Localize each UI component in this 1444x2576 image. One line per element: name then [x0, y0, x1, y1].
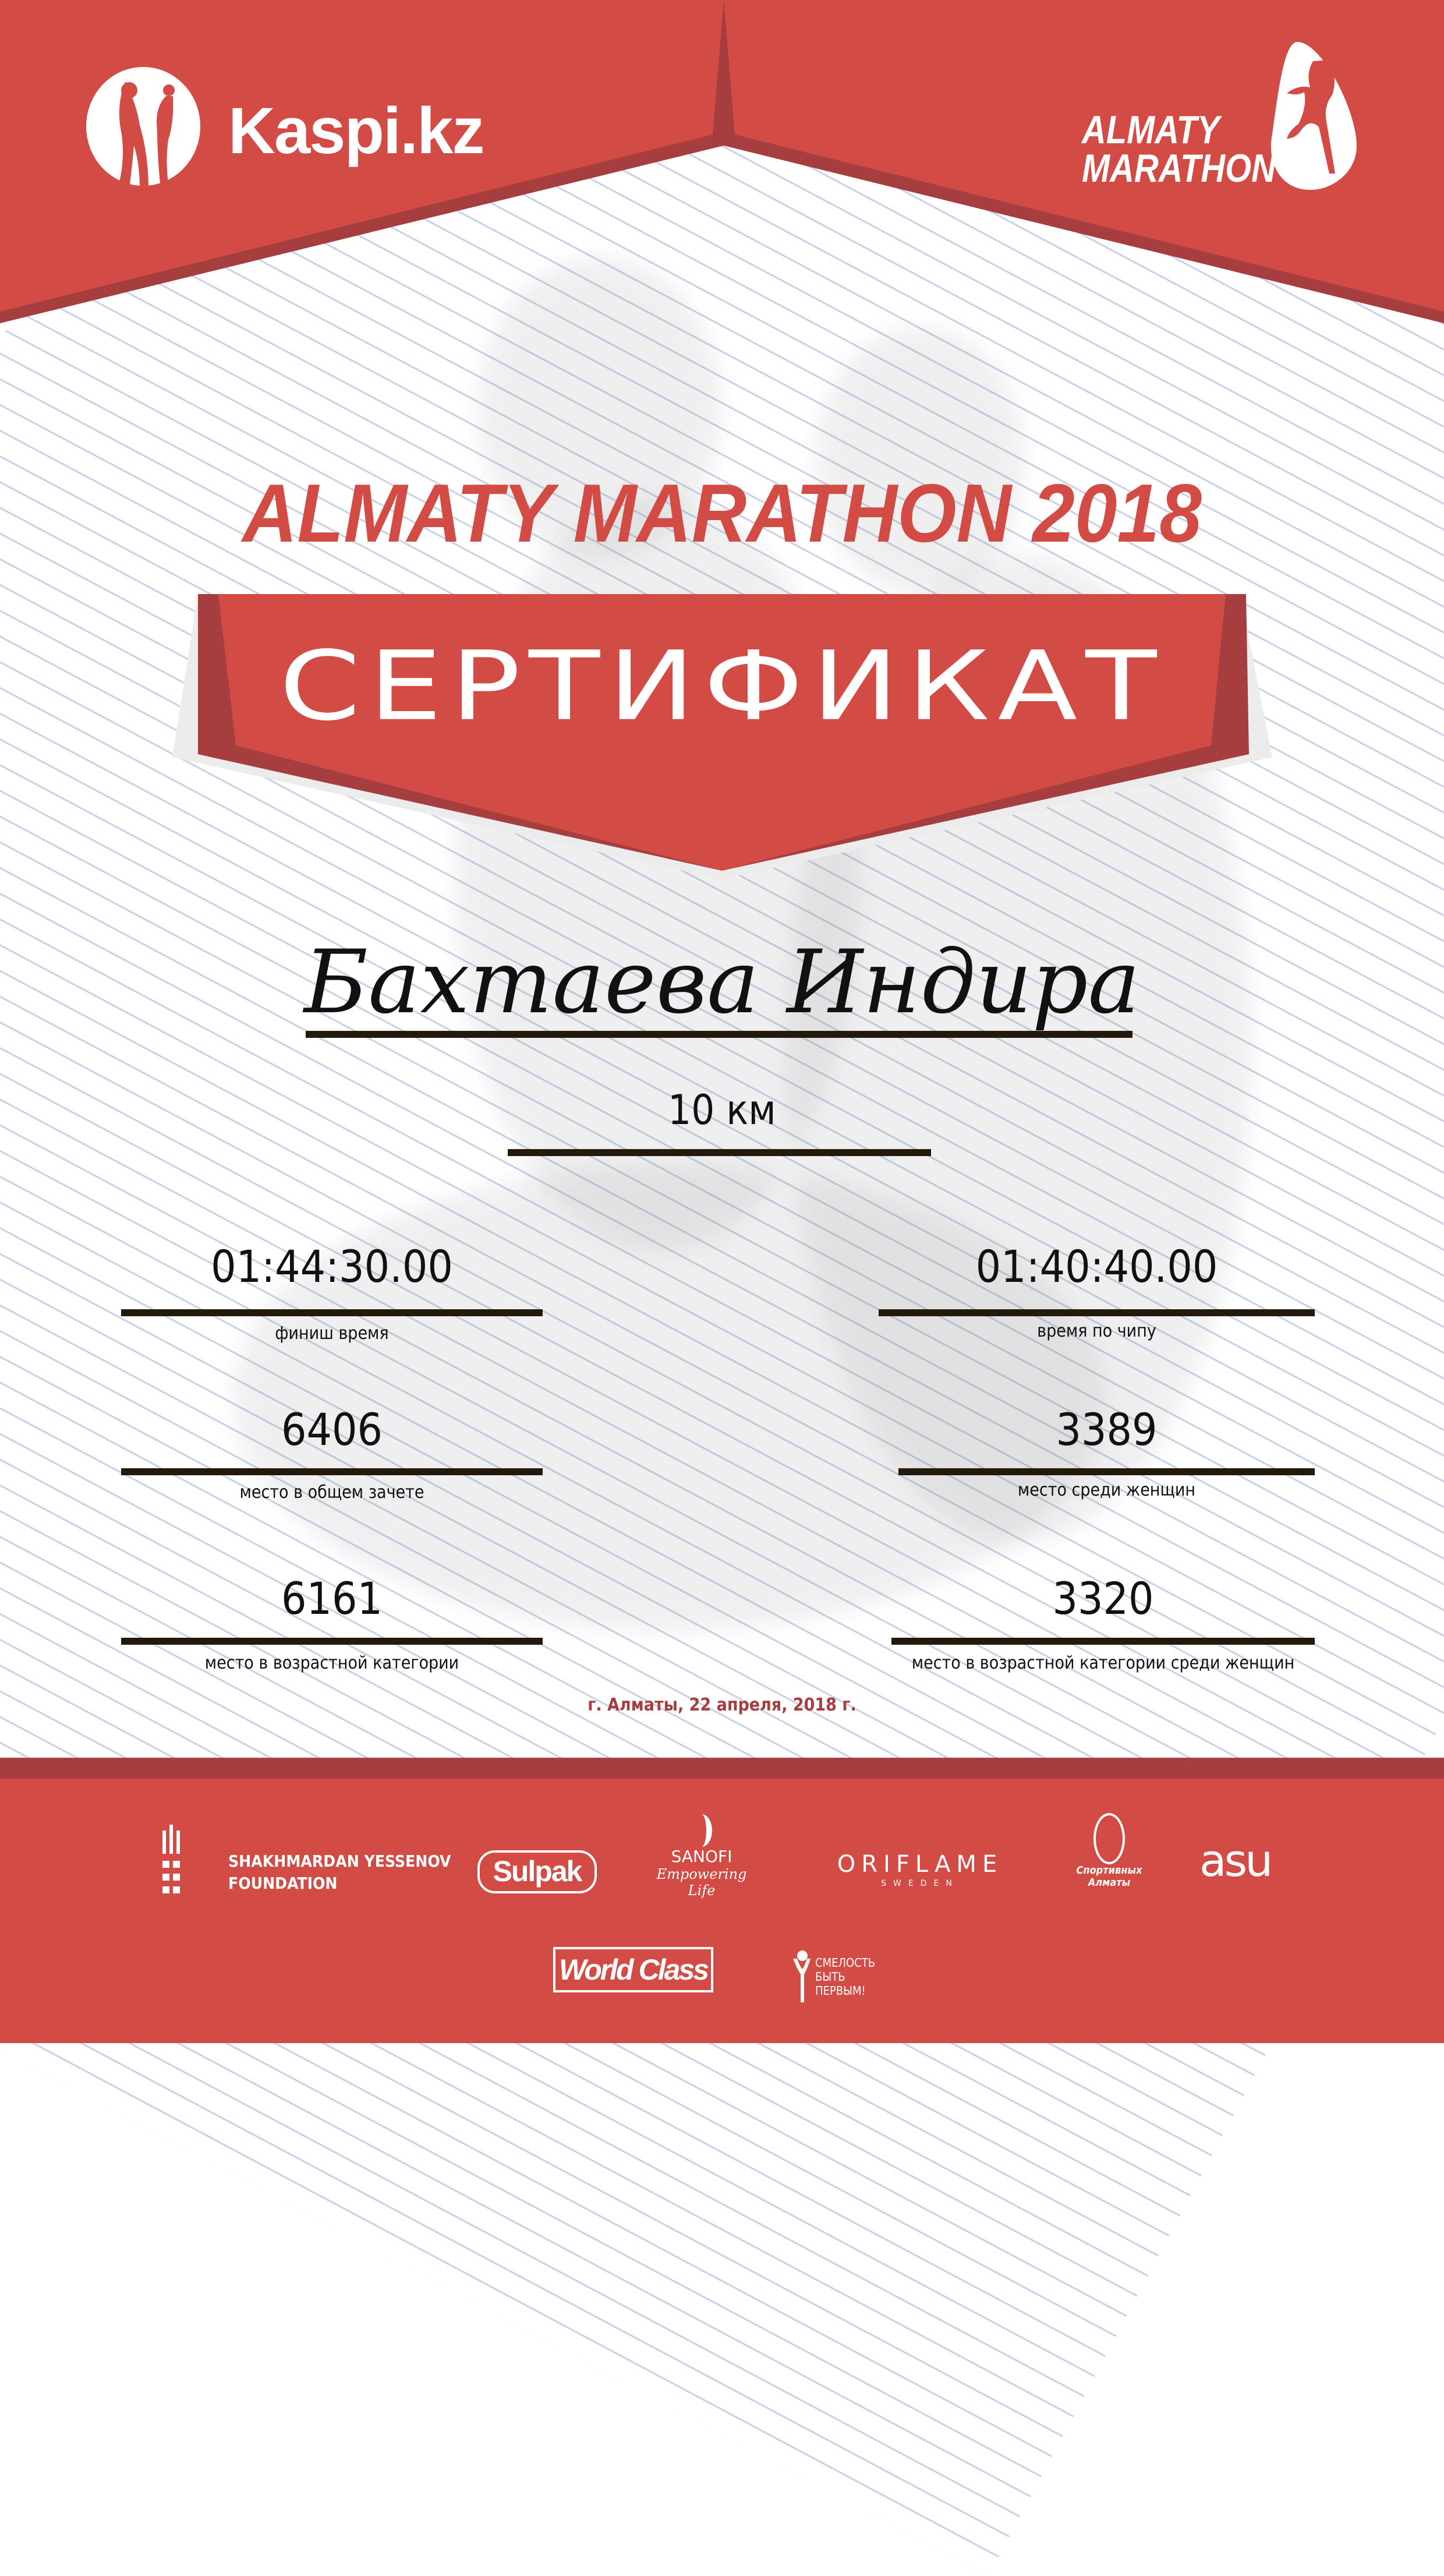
oriflame-sub: SWEDEN	[881, 1879, 959, 1888]
date-line: г. Алматы, 22 апреля, 2018 г.	[587, 1695, 857, 1715]
age-category-women-place-underline	[891, 1638, 1315, 1645]
runner-icon	[1270, 42, 1357, 190]
sport-almaty-logo: Спортивных Алматы	[1066, 1813, 1153, 1895]
runner-photo-legs	[233, 1165, 1106, 1631]
kaspi-logo-text: Kaspi.kz	[228, 94, 484, 167]
distance-underline	[508, 1149, 931, 1156]
smelost-line1: СМЕЛОСТЬ	[815, 1956, 876, 1970]
age-category-place-value: 6161	[281, 1573, 383, 1624]
overall-place-underline	[121, 1468, 543, 1475]
yessenov-logo: SHAKHMARDAN YESSENOV FOUNDATION	[161, 1825, 451, 1895]
sanofi-name: SANOFI	[671, 1847, 732, 1866]
finish-time-label: финиш время	[275, 1323, 389, 1344]
header-band-left	[0, 0, 722, 312]
name-underline	[306, 1031, 1132, 1038]
finish-time-value: 01:44:30.00	[211, 1241, 453, 1292]
logo-line2: MARATHON	[1082, 146, 1276, 190]
finish-time-underline	[121, 1309, 543, 1316]
women-place-value: 3389	[1056, 1404, 1158, 1455]
chip-time-label: время по чипу	[1037, 1321, 1156, 1341]
smelost-line2: БЫТЬ	[815, 1970, 845, 1984]
chip-time-value: 01:40:40.00	[975, 1241, 1218, 1292]
overall-place-label: место в общем зачете	[239, 1482, 424, 1503]
sulpak-logo: Sulpak	[477, 1850, 597, 1893]
sport-almaty-line2: Алматы	[1088, 1877, 1131, 1889]
almaty-marathon-logo-text: ALMATY MARATHON	[1082, 108, 1276, 190]
sulpak-text: Sulpak	[493, 1855, 583, 1888]
age-category-place-underline	[121, 1638, 543, 1645]
sanofi-logo: SANOFI Empowering Life	[646, 1814, 757, 1902]
smelost-logo: СМЕЛОСТЬ БЫТЬ ПЕРВЫМ!	[780, 1938, 897, 2003]
overall-place-value: 6406	[281, 1404, 383, 1455]
world-class-logo: World Class	[553, 1947, 713, 1992]
yessenov-line2: FOUNDATION	[228, 1874, 338, 1893]
sanofi-tagline: Empowering Life	[656, 1866, 747, 1899]
age-category-women-place-label: место в возрастной категории среди женщи…	[911, 1653, 1295, 1673]
sport-almaty-line1: Спортивных	[1076, 1864, 1142, 1877]
sponsors-footer	[0, 1779, 1444, 2043]
asu-logo: asu	[1199, 1835, 1273, 1886]
sport-almaty-emblem-icon	[1093, 1813, 1125, 1864]
footer-stripe	[0, 1758, 1444, 1779]
smelost-figure-icon	[793, 1950, 811, 2002]
distance: 10 км	[668, 1086, 776, 1134]
runner-photo-woman	[815, 326, 1025, 594]
chip-time-underline	[879, 1309, 1315, 1316]
yessenov-line1: SHAKHMARDAN YESSENOV	[228, 1851, 451, 1871]
logo-line1: ALMATY	[1082, 108, 1220, 152]
age-category-women-place-value: 3320	[1052, 1573, 1154, 1624]
oriflame-name: ORIFLAME	[837, 1851, 1003, 1878]
yessenov-bars-icon	[162, 1825, 180, 1893]
ribbon	[218, 594, 1226, 871]
oriflame-logo: ORIFLAME SWEDEN	[821, 1851, 1019, 1888]
event-title: ALMATY MARATHON 2018	[242, 467, 1202, 560]
decor-shapes	[0, 0, 1444, 879]
kaspi-people-icon	[86, 67, 200, 189]
sanofi-bird-icon	[691, 1814, 712, 1847]
smelost-line3: ПЕРВЫМ!	[815, 1984, 866, 1998]
certificate-title: СЕРТИФИКАТ	[279, 630, 1165, 743]
women-place-underline	[898, 1468, 1315, 1475]
age-category-place-label: место в возрастной категории	[204, 1653, 459, 1673]
runner-photo-man	[477, 256, 722, 559]
women-place-label: место среди женщин	[1017, 1480, 1196, 1500]
participant-name: Бахтаева Индира	[304, 932, 1140, 1033]
